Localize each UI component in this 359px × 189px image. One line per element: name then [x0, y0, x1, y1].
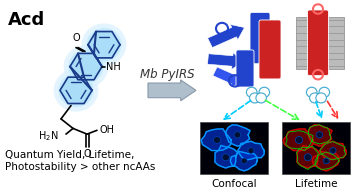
Circle shape — [319, 87, 330, 97]
Ellipse shape — [59, 74, 94, 107]
FancyBboxPatch shape — [282, 122, 350, 174]
Circle shape — [256, 93, 266, 103]
Circle shape — [315, 92, 327, 104]
Ellipse shape — [64, 45, 108, 88]
Text: Acd: Acd — [8, 11, 45, 29]
Circle shape — [213, 137, 221, 143]
Circle shape — [306, 86, 318, 98]
Ellipse shape — [53, 69, 98, 112]
FancyArrow shape — [208, 53, 243, 69]
FancyBboxPatch shape — [200, 122, 268, 174]
Ellipse shape — [87, 28, 122, 61]
Text: NH: NH — [106, 62, 121, 72]
Polygon shape — [88, 32, 120, 58]
Text: Confocal: Confocal — [211, 179, 257, 189]
Text: Quantum Yield, Lifetime,
Photostability > other ncAAs: Quantum Yield, Lifetime, Photostability … — [5, 150, 155, 172]
Polygon shape — [70, 53, 102, 80]
Circle shape — [248, 92, 261, 104]
Circle shape — [234, 132, 241, 138]
Circle shape — [246, 86, 258, 98]
Text: O: O — [72, 33, 80, 43]
Circle shape — [250, 93, 260, 103]
Polygon shape — [238, 141, 264, 160]
Polygon shape — [226, 125, 250, 146]
Circle shape — [323, 158, 329, 164]
Circle shape — [330, 148, 336, 153]
Circle shape — [255, 92, 267, 104]
Polygon shape — [283, 129, 313, 151]
Polygon shape — [215, 145, 237, 168]
Text: Mb PyIRS: Mb PyIRS — [140, 68, 194, 81]
Polygon shape — [308, 125, 332, 146]
Circle shape — [259, 87, 270, 97]
Circle shape — [248, 148, 254, 153]
Ellipse shape — [69, 50, 104, 83]
Circle shape — [318, 86, 331, 98]
Circle shape — [295, 137, 303, 143]
FancyBboxPatch shape — [236, 50, 254, 87]
Polygon shape — [312, 151, 339, 171]
Circle shape — [304, 154, 312, 161]
Text: H$_2$N: H$_2$N — [38, 129, 58, 143]
Circle shape — [307, 87, 317, 97]
Ellipse shape — [81, 23, 126, 66]
Polygon shape — [201, 129, 231, 151]
Polygon shape — [148, 80, 196, 101]
Circle shape — [222, 154, 229, 161]
Circle shape — [241, 158, 247, 164]
Text: O: O — [83, 149, 91, 159]
Circle shape — [308, 92, 321, 104]
Circle shape — [316, 93, 326, 103]
Text: OH: OH — [99, 125, 114, 135]
Polygon shape — [297, 145, 320, 168]
Text: Lifetime: Lifetime — [295, 179, 337, 189]
FancyBboxPatch shape — [308, 10, 328, 76]
FancyArrow shape — [213, 67, 242, 87]
FancyBboxPatch shape — [296, 17, 344, 69]
FancyArrow shape — [208, 25, 244, 48]
FancyBboxPatch shape — [259, 20, 281, 79]
Circle shape — [246, 87, 257, 97]
FancyBboxPatch shape — [250, 12, 270, 64]
Circle shape — [316, 132, 323, 138]
Circle shape — [309, 93, 320, 103]
Polygon shape — [230, 151, 257, 171]
Circle shape — [258, 86, 271, 98]
Polygon shape — [60, 77, 92, 104]
Polygon shape — [320, 141, 346, 160]
